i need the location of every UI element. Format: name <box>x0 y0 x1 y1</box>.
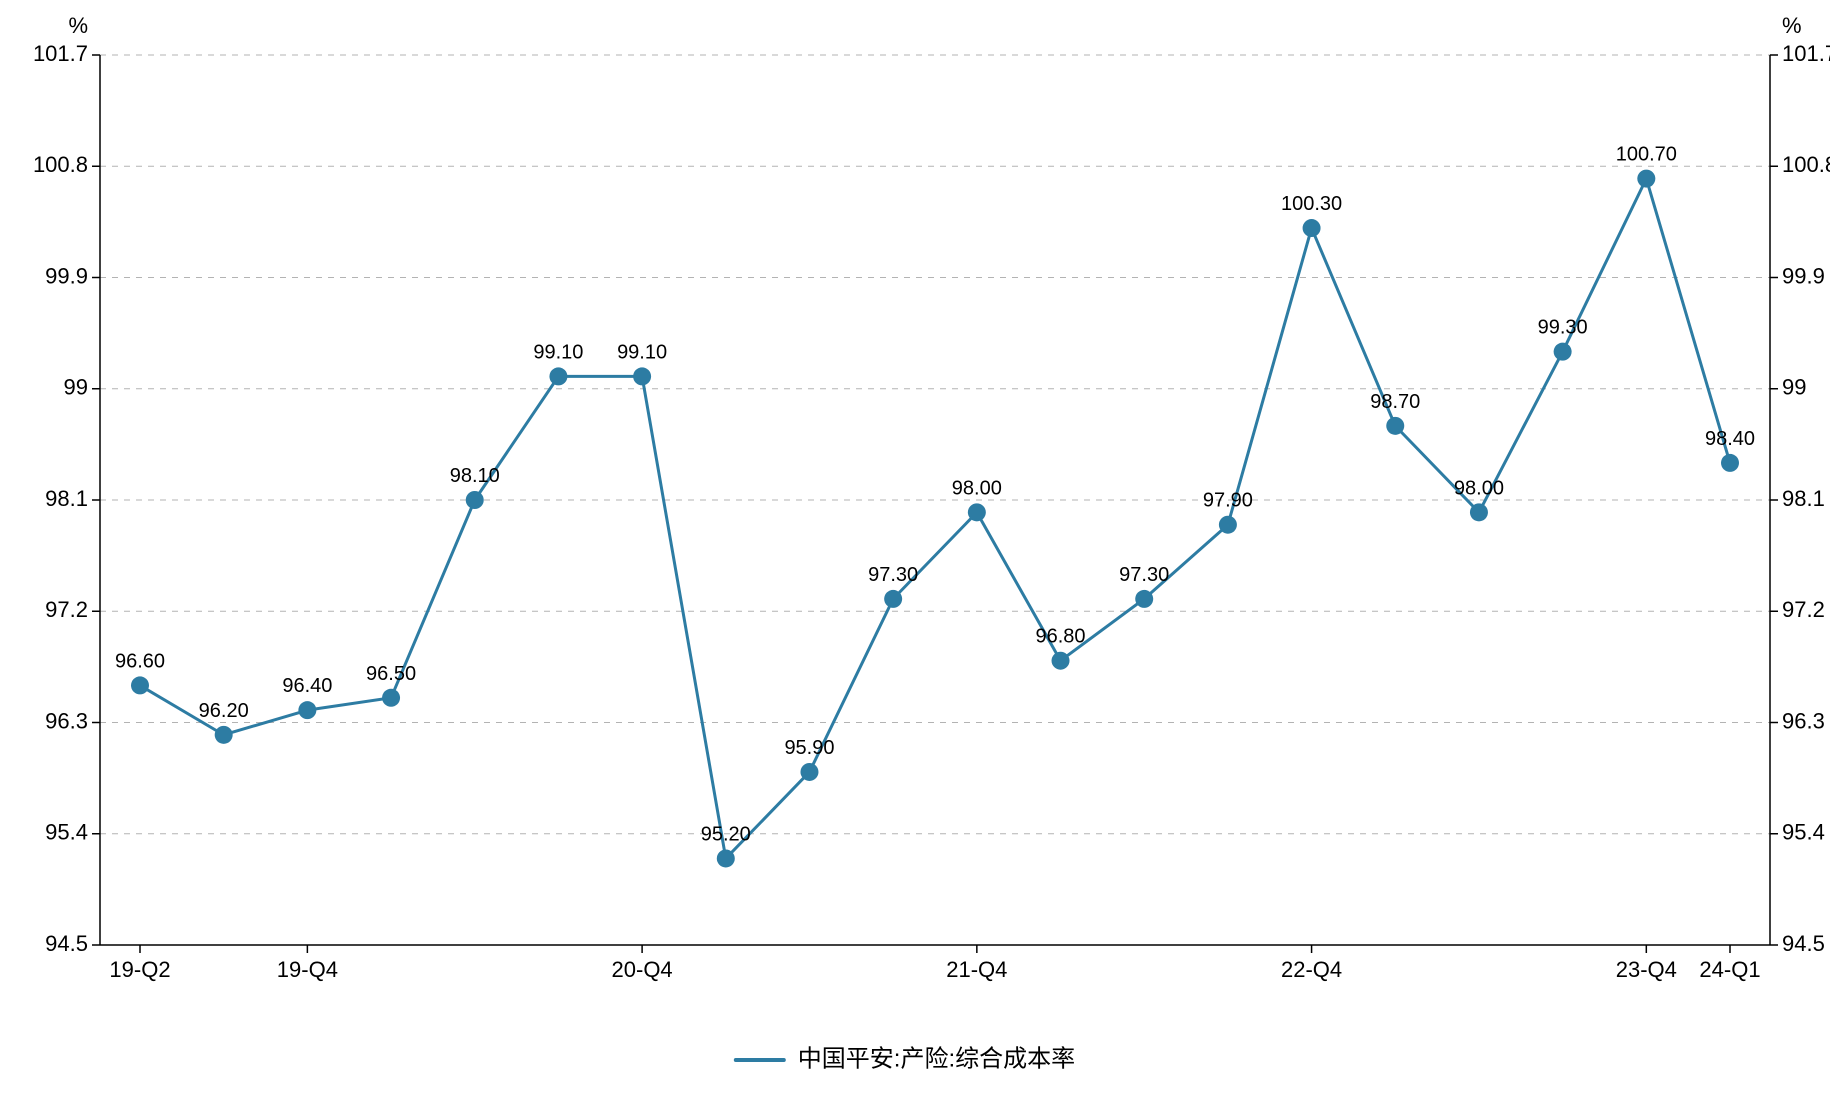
data-point <box>800 763 818 781</box>
x-tick-label: 19-Q4 <box>277 957 338 982</box>
data-point <box>1303 219 1321 237</box>
y-tick-label-right: 97.2 <box>1782 597 1825 622</box>
data-point-label: 100.30 <box>1281 193 1342 215</box>
data-point <box>1470 503 1488 521</box>
y-tick-label-right: 94.5 <box>1782 931 1825 956</box>
data-point <box>466 491 484 509</box>
data-point-label: 98.40 <box>1705 428 1755 450</box>
x-tick-label: 23-Q4 <box>1616 957 1677 982</box>
y-tick-label-right: 96.3 <box>1782 708 1825 733</box>
data-point-label: 96.20 <box>199 700 249 722</box>
y-tick-label-right: 98.1 <box>1782 486 1825 511</box>
data-point <box>549 367 567 385</box>
data-point <box>633 367 651 385</box>
data-point-label: 95.90 <box>784 737 834 759</box>
legend-label: 中国平安:产险:综合成本率 <box>798 1045 1075 1072</box>
data-point <box>968 503 986 521</box>
data-point <box>884 590 902 608</box>
data-point-label: 96.50 <box>366 663 416 685</box>
x-tick-label: 20-Q4 <box>612 957 673 982</box>
data-point-label: 98.70 <box>1370 391 1420 413</box>
data-point-label: 96.80 <box>1035 626 1085 648</box>
data-point <box>1554 343 1572 361</box>
y-tick-label-right: 100.8 <box>1782 152 1830 177</box>
y-tick-label-left: 97.2 <box>45 597 88 622</box>
y-tick-label-left: 99.9 <box>45 263 88 288</box>
y-tick-label-right: 99 <box>1782 375 1806 400</box>
data-point <box>1052 652 1070 670</box>
data-point <box>1721 454 1739 472</box>
data-point <box>131 676 149 694</box>
line-chart: 94.5 94.5 95.4 95.4 96.3 96.3 97.2 97.2 98.1 98.1… <box>0 0 1830 1103</box>
y-tick-label-right: 101.7 <box>1782 41 1830 66</box>
data-point-label: 97.30 <box>868 564 918 586</box>
data-point-label: 98.10 <box>450 465 500 487</box>
y-tick-label-left: 101.7 <box>33 41 88 66</box>
chart-svg: 94.5 94.5 95.4 95.4 96.3 96.3 97.2 97.2 98.1 98.1… <box>0 0 1830 1103</box>
y-unit-label-right: % <box>1782 13 1802 38</box>
data-point <box>1386 417 1404 435</box>
data-point-label: 95.20 <box>701 823 751 845</box>
y-tick-label-left: 98.1 <box>45 486 88 511</box>
data-point-label: 99.30 <box>1538 317 1588 339</box>
data-point <box>298 701 316 719</box>
y-tick-label-left: 99 <box>64 375 88 400</box>
y-tick-label-left: 95.4 <box>45 820 88 845</box>
data-point <box>1135 590 1153 608</box>
data-point-label: 98.00 <box>952 477 1002 499</box>
data-point-label: 97.90 <box>1203 490 1253 512</box>
y-tick-label-right: 95.4 <box>1782 820 1825 845</box>
y-tick-label-left: 94.5 <box>45 931 88 956</box>
data-point <box>382 689 400 707</box>
data-point <box>215 726 233 744</box>
data-point <box>1219 516 1237 534</box>
x-tick-label: 21-Q4 <box>946 957 1007 982</box>
data-point-label: 100.70 <box>1616 144 1677 166</box>
data-point-label: 99.10 <box>617 341 667 363</box>
data-point <box>1637 170 1655 188</box>
data-point-label: 96.60 <box>115 650 165 672</box>
data-point <box>717 849 735 867</box>
y-tick-label-right: 99.9 <box>1782 263 1825 288</box>
chart-background <box>0 0 1830 1103</box>
y-tick-label-left: 96.3 <box>45 708 88 733</box>
y-tick-label-left: 100.8 <box>33 152 88 177</box>
x-tick-label: 22-Q4 <box>1281 957 1342 982</box>
data-point-label: 98.00 <box>1454 477 1504 499</box>
data-point-label: 99.10 <box>533 341 583 363</box>
y-unit-label-left: % <box>68 13 88 38</box>
x-tick-label: 19-Q2 <box>109 957 170 982</box>
data-point-label: 96.40 <box>282 675 332 697</box>
data-point-label: 97.30 <box>1119 564 1169 586</box>
x-tick-label: 24-Q1 <box>1699 957 1760 982</box>
